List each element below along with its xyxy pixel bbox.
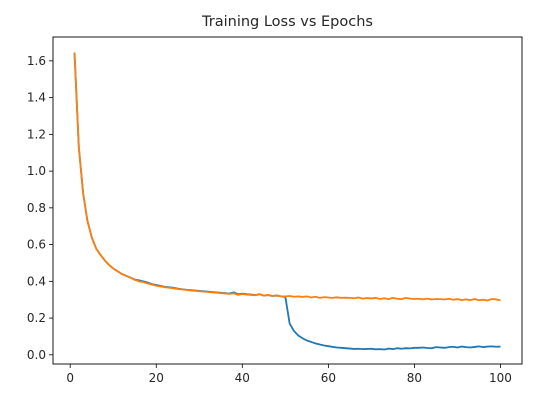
x-tick-label: 40 [235,371,250,385]
x-axis-ticks: 0 20 40 60 80 100 [66,364,512,385]
series-line-1 [73,52,501,351]
y-tick-label: 0.6 [27,238,46,252]
y-axis-ticks: 0.0 0.2 0.4 0.6 0.8 1.0 1.2 1.4 1.6 [27,54,53,362]
plot-frame [52,36,523,365]
x-tick-label: 20 [149,371,164,385]
x-tick-label: 100 [489,371,512,385]
x-tick-label: 60 [321,371,336,385]
chart-title: Training Loss vs Epochs [201,14,373,30]
y-tick-label: 0.8 [27,201,46,215]
y-tick-label: 1.0 [27,164,46,178]
x-tick-label: 80 [407,371,422,385]
y-tick-label: 0.4 [27,274,46,288]
series-layer [73,52,501,351]
y-tick-label: 1.2 [27,127,46,141]
series-line-2 [73,52,501,302]
y-tick-label: 0.2 [27,311,46,325]
y-tick-label: 1.6 [27,54,46,68]
x-tick-label: 0 [66,371,74,385]
y-tick-label: 0.0 [27,348,46,362]
y-tick-label: 1.4 [27,91,46,105]
